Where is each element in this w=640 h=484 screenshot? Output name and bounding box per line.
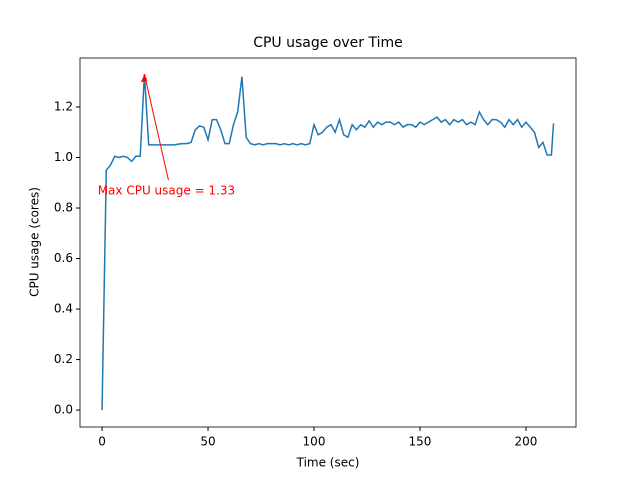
x-axis-label: Time (sec)	[296, 456, 360, 470]
y-tick-label: 0.2	[54, 352, 73, 366]
y-axis-label: CPU usage (cores)	[28, 187, 42, 297]
chart-title: CPU usage over Time	[253, 35, 403, 51]
annotation-arrow	[143, 74, 169, 181]
y-tick-label: 0.0	[54, 403, 73, 417]
y-tick-label: 0.6	[54, 251, 73, 265]
y-tick-label: 1.2	[54, 99, 73, 113]
line	[101, 74, 555, 411]
x-tick-label: 0	[98, 435, 106, 449]
y-tick-label: 0.8	[54, 201, 73, 215]
x-tick-label: 100	[303, 435, 326, 449]
axes-frame	[79, 57, 577, 428]
annotation-text: Max CPU usage = 1.33	[98, 184, 235, 198]
annotation-arrowhead	[140, 74, 148, 83]
y-tick-label: 1.0	[54, 150, 73, 164]
y-tick-label: 0.4	[54, 302, 73, 316]
x-tick-label: 50	[200, 435, 215, 449]
x-tick-label: 150	[409, 435, 432, 449]
x-tick-label: 200	[515, 435, 538, 449]
